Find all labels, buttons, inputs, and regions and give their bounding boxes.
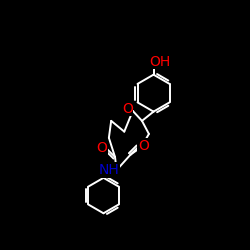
Text: O: O	[96, 141, 108, 155]
Text: O: O	[122, 102, 133, 116]
Text: NH: NH	[98, 163, 119, 177]
Text: O: O	[138, 138, 149, 152]
Text: OH: OH	[149, 54, 170, 68]
